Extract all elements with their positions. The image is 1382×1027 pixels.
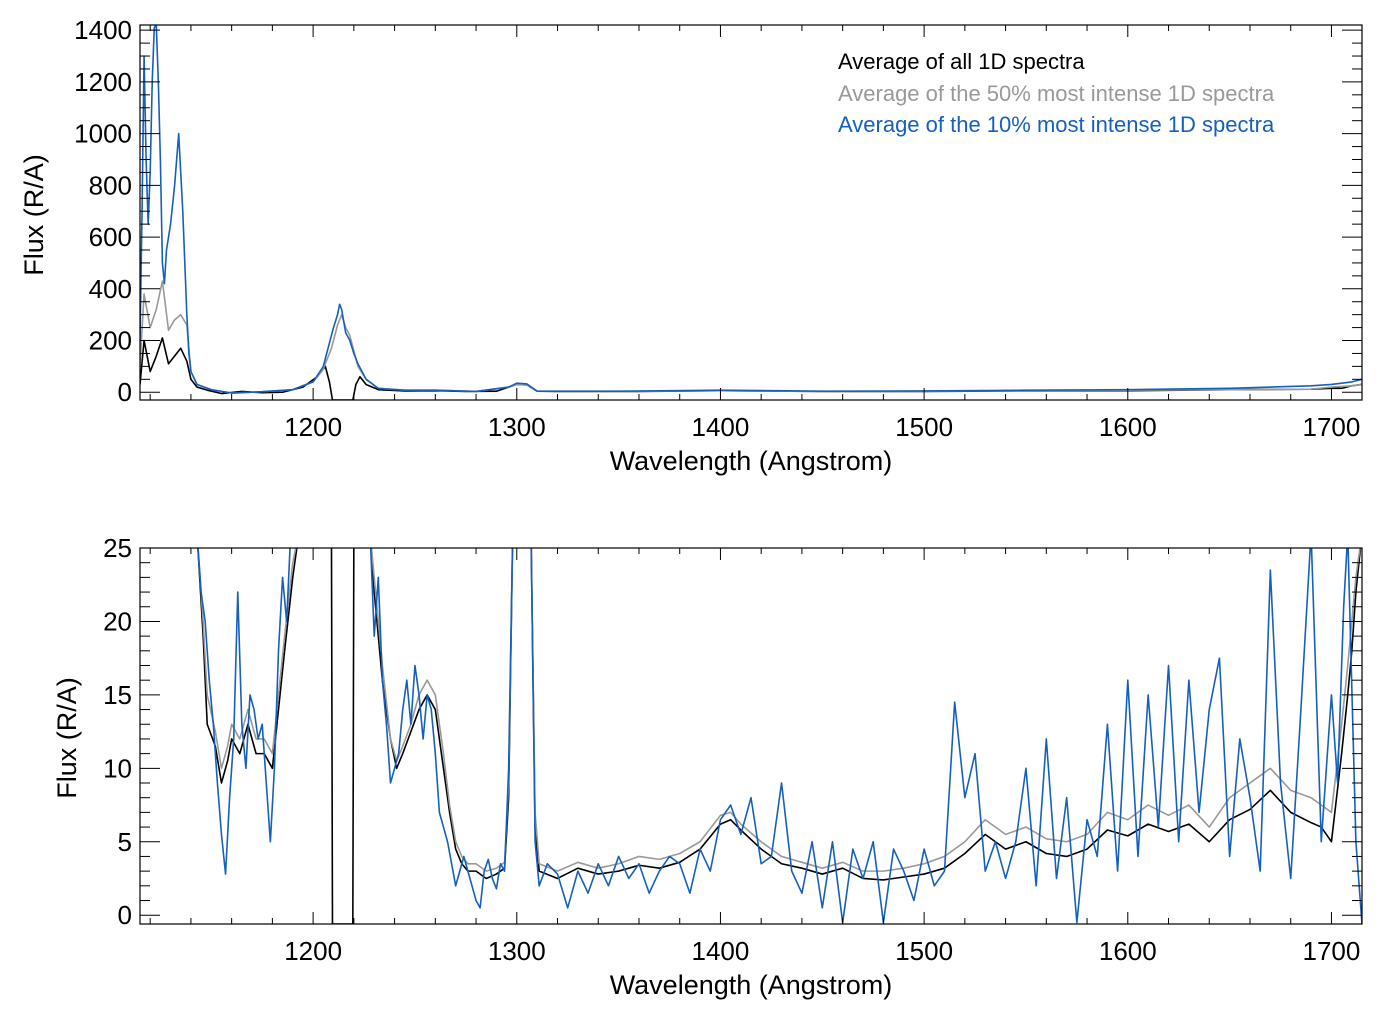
spectrum-panel-full-range: 0 200 400 600 800 1000 1200 1400 1200 1300 1400 15… (19, 15, 1363, 476)
legend-entry-all: Average of all 1D spectra (838, 49, 1085, 74)
y-tick-label: 1200 (74, 67, 132, 97)
y-tick-label: 5 (118, 827, 132, 857)
x-tick-labels: 1200 1300 1400 1500 1600 1700 (284, 936, 1360, 966)
y-tick-label: 0 (118, 377, 132, 407)
y-tick-label: 200 (89, 326, 132, 356)
x-tick-label: 1300 (488, 412, 546, 442)
y-tick-label: 400 (89, 274, 132, 304)
series-layer (140, 25, 1362, 400)
series-line-1 (140, 280, 1362, 394)
y-tick-labels: 0 5 10 15 20 25 (103, 533, 132, 930)
series-line-2 (140, 25, 1362, 394)
x-tick-label: 1500 (895, 936, 953, 966)
y-tick-label: 600 (89, 222, 132, 252)
axis-ticks (140, 547, 1362, 924)
plot-frame (139, 24, 1363, 401)
spectrum-panel-zoomed: 0 5 10 15 20 25 1200 1300 1400 1500 1600 1700 Wave… (52, 533, 1363, 1000)
y-tick-label: 25 (103, 533, 132, 563)
x-tick-label: 1600 (1099, 936, 1157, 966)
y-tick-label: 15 (103, 680, 132, 710)
x-tick-label: 1400 (692, 412, 750, 442)
x-tick-label: 1400 (692, 936, 750, 966)
series-layer (197, 548, 1362, 924)
y-tick-label: 1000 (74, 119, 132, 149)
x-tick-label: 1200 (284, 936, 342, 966)
y-tick-label: 20 (103, 606, 132, 636)
legend-entry-10pct: Average of the 10% most intense 1D spect… (838, 112, 1275, 137)
x-tick-labels: 1200 1300 1400 1500 1600 1700 (284, 412, 1360, 442)
series-line-1 (197, 548, 1361, 872)
x-tick-label: 1600 (1099, 412, 1157, 442)
y-tick-label: 1400 (74, 15, 132, 45)
y-tick-label: 10 (103, 753, 132, 783)
legend-entry-50pct: Average of the 50% most intense 1D spect… (838, 81, 1275, 106)
x-tick-label: 1300 (488, 936, 546, 966)
plot-frame (139, 547, 1363, 925)
x-axis-label: Wavelength (Angstrom) (610, 446, 893, 476)
series-line-0 (197, 548, 1362, 924)
axis-ticks (140, 25, 1362, 400)
y-tick-label: 800 (89, 170, 132, 200)
series-line-2 (197, 548, 1362, 924)
x-axis-label: Wavelength (Angstrom) (610, 970, 893, 1000)
x-tick-label: 1200 (284, 412, 342, 442)
legend: Average of all 1D spectra Average of the… (838, 49, 1275, 137)
y-axis-label: Flux (R/A) (19, 154, 49, 276)
y-tick-labels: 0 200 400 600 800 1000 1200 1400 (74, 15, 132, 407)
y-tick-label: 0 (118, 900, 132, 930)
y-axis-label: Flux (R/A) (52, 677, 82, 799)
x-tick-label: 1700 (1303, 936, 1361, 966)
x-tick-label: 1700 (1303, 412, 1361, 442)
x-tick-label: 1500 (895, 412, 953, 442)
